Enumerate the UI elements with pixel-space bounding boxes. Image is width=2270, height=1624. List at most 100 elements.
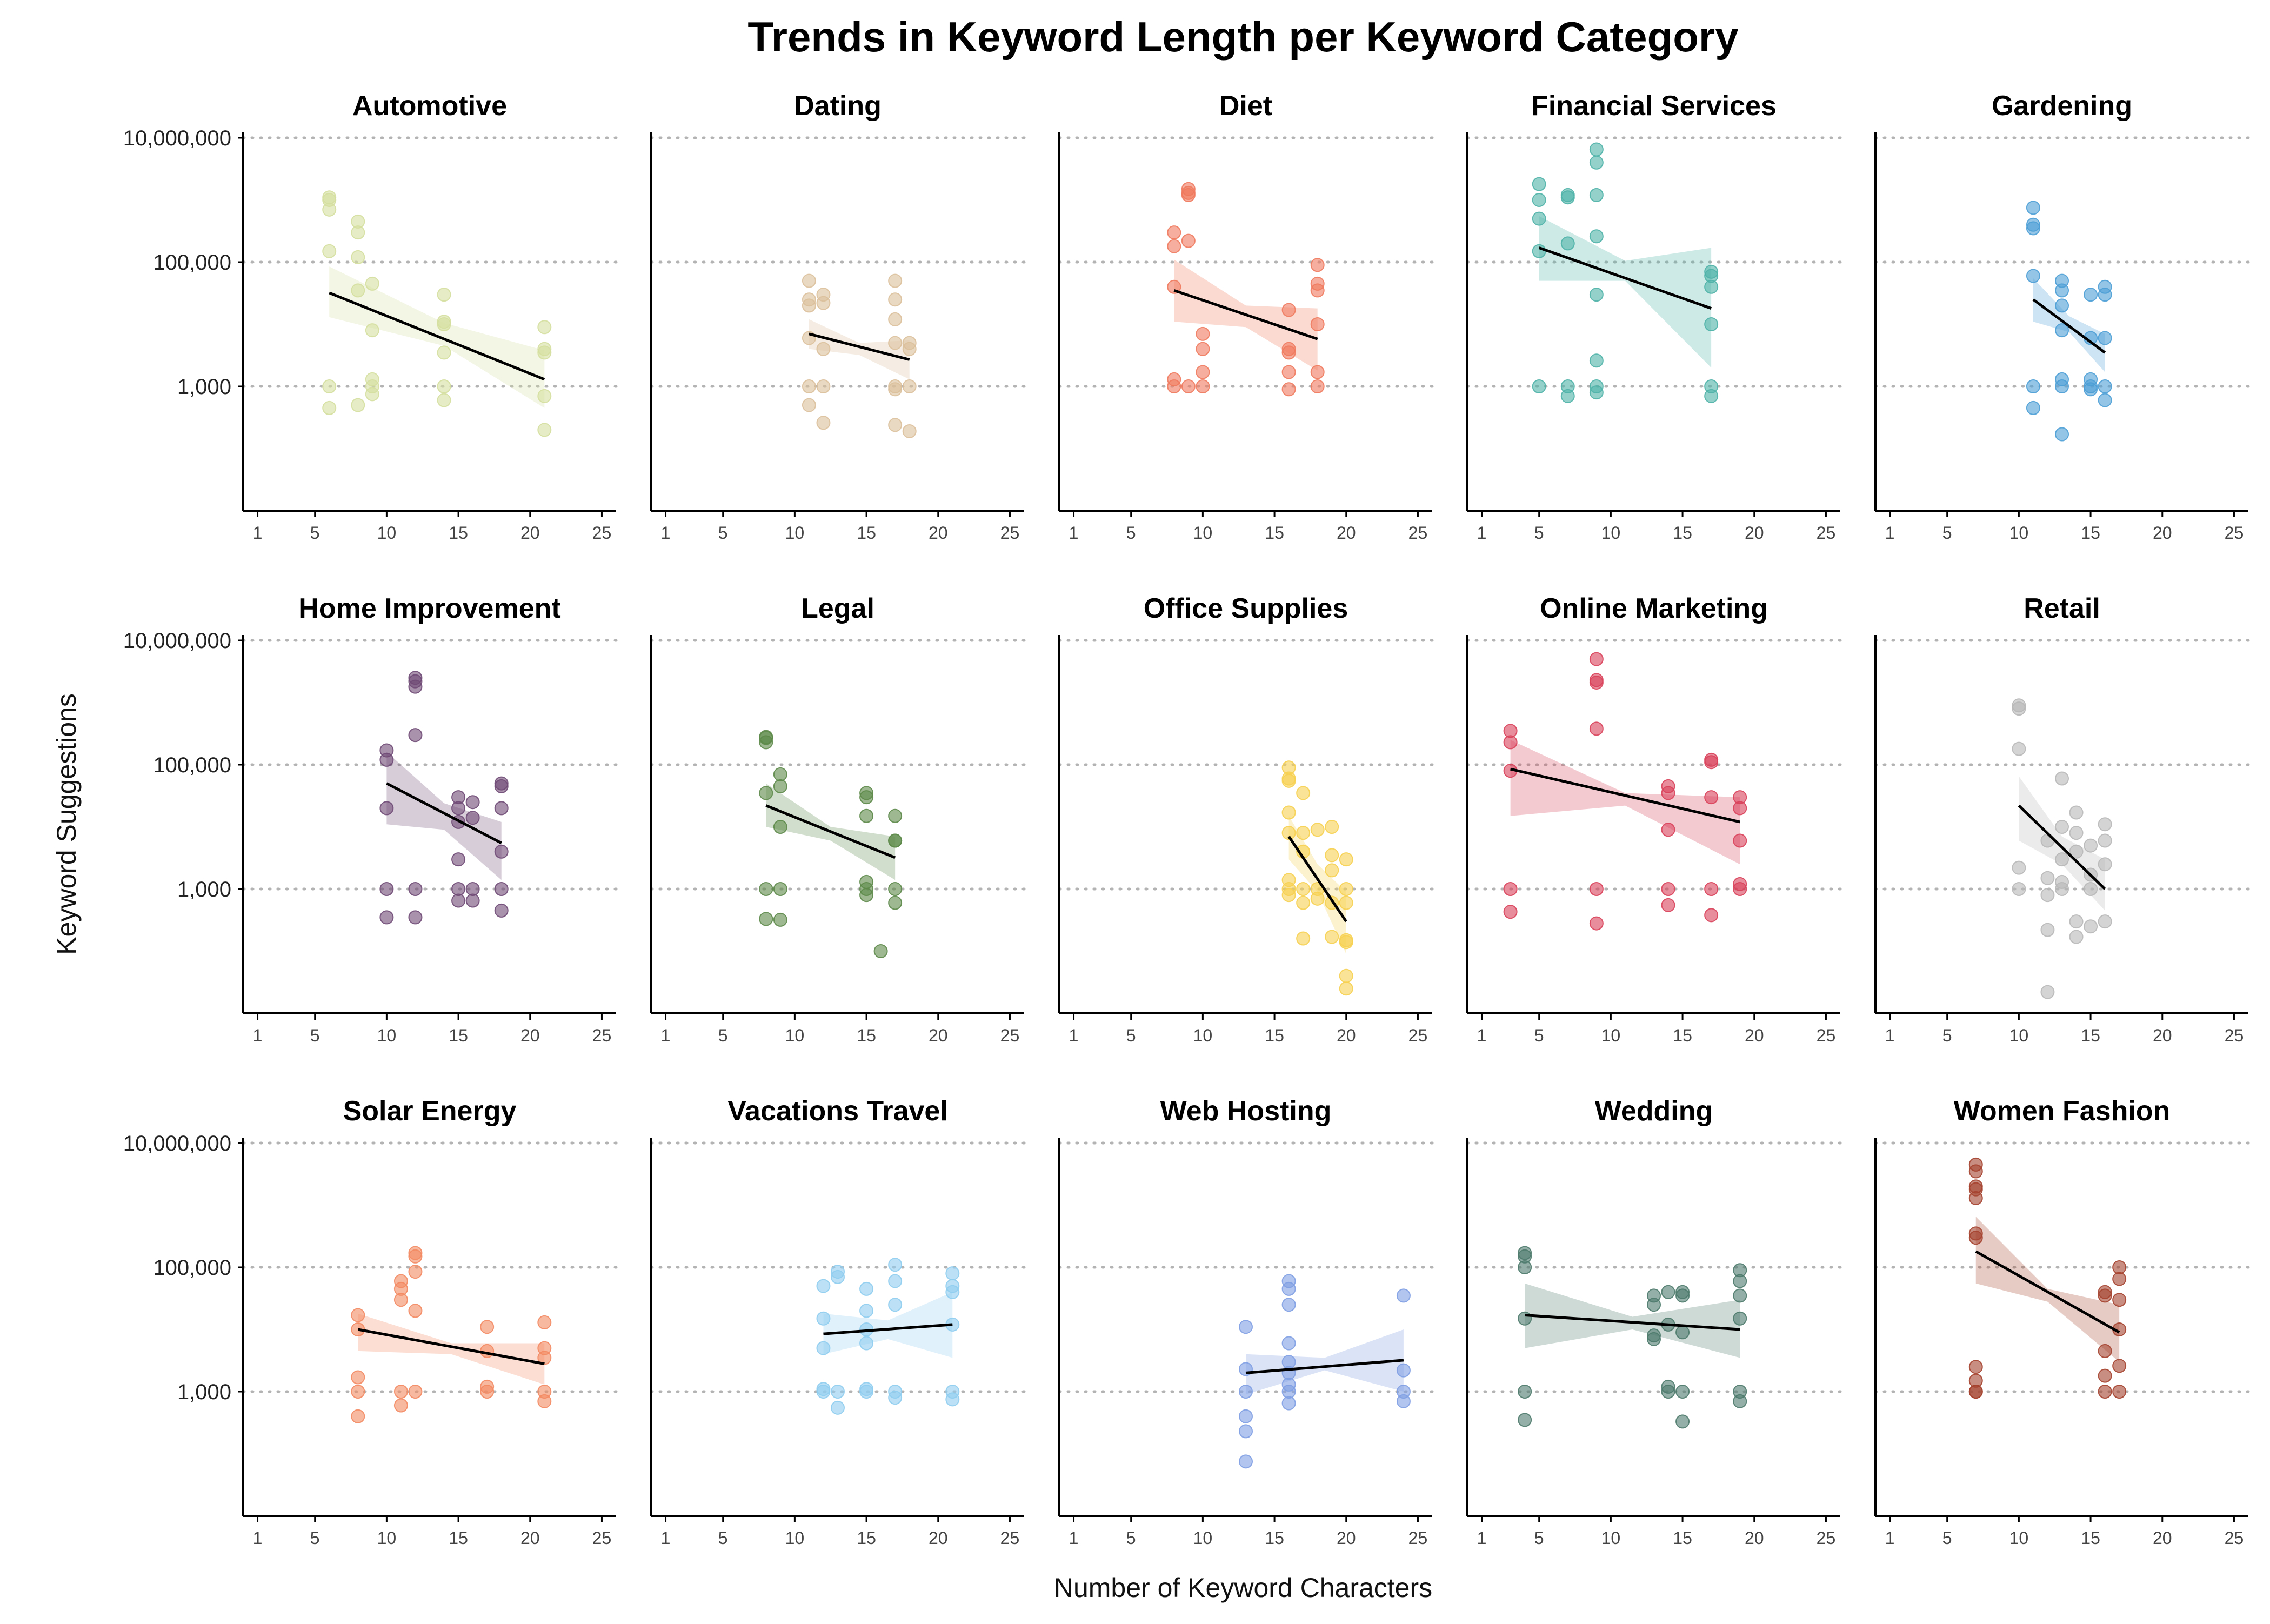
data-point: [408, 1265, 423, 1279]
data-point: [759, 882, 773, 896]
data-point: [537, 423, 552, 437]
data-point: [480, 1320, 495, 1334]
x-tick-label: 10: [2009, 1026, 2029, 1045]
data-point: [1661, 823, 1675, 837]
data-point: [1704, 755, 1719, 770]
x-tick-label: 25: [592, 1026, 612, 1045]
data-point: [2055, 427, 2069, 442]
data-point: [1532, 244, 1546, 258]
data-point: [494, 903, 509, 918]
y-tick-label: 10,000,000: [123, 1132, 231, 1155]
data-point: [859, 808, 874, 823]
data-point: [2012, 701, 2026, 716]
x-tick-label: 1: [661, 523, 671, 543]
data-point: [859, 790, 874, 805]
data-point: [1733, 1394, 1747, 1408]
confidence-band: [2019, 776, 2105, 911]
data-point: [888, 273, 903, 288]
panel-title: Retail: [2024, 593, 2100, 624]
x-tick-label: 1: [661, 1026, 671, 1045]
data-point: [773, 882, 787, 896]
x-tick-label: 5: [1942, 523, 1952, 543]
x-tick-label: 15: [449, 1026, 468, 1045]
data-point: [816, 416, 831, 430]
x-tick-label: 15: [2081, 1026, 2100, 1045]
data-point: [1968, 1360, 1983, 1374]
x-tick-label: 20: [929, 523, 948, 543]
data-point: [902, 342, 917, 356]
data-point: [1196, 379, 1210, 393]
data-point: [1310, 365, 1325, 379]
data-point: [379, 882, 394, 896]
data-point: [2098, 833, 2112, 848]
data-point: [1518, 1311, 1532, 1326]
data-point: [2069, 805, 2084, 820]
data-point: [888, 808, 903, 823]
data-point: [816, 1385, 831, 1399]
data-point: [1518, 1413, 1532, 1427]
data-point: [2055, 283, 2069, 298]
data-point: [759, 786, 773, 800]
x-tick-label: 1: [1477, 1528, 1487, 1548]
x-tick-label: 1: [661, 1528, 671, 1548]
data-point: [365, 323, 379, 338]
trend-line: [809, 332, 910, 361]
data-point: [451, 893, 466, 908]
data-point: [2055, 379, 2069, 393]
data-point: [451, 852, 466, 867]
data-point: [465, 795, 480, 810]
x-tick-label: 15: [449, 523, 468, 543]
chart-title: Trends in Keyword Length per Keyword Cat…: [747, 13, 1738, 61]
confidence-band: [809, 319, 910, 379]
data-point: [1281, 1396, 1296, 1411]
data-point: [2098, 817, 2112, 832]
panel-title: Diet: [1219, 90, 1272, 122]
data-point: [1310, 317, 1325, 331]
confidence-band: [1975, 1217, 2120, 1362]
x-tick-label: 5: [310, 1528, 320, 1548]
data-point: [1296, 931, 1311, 946]
x-tick-label: 25: [1000, 1528, 1020, 1548]
data-point: [1661, 786, 1675, 800]
data-point: [365, 276, 379, 291]
data-point: [1339, 882, 1353, 896]
trend-line: [1524, 1314, 1740, 1331]
x-tick-label: 15: [857, 1026, 876, 1045]
data-point: [1281, 365, 1296, 379]
data-point: [1325, 930, 1339, 944]
data-point: [393, 1398, 408, 1413]
data-point: [1733, 882, 1747, 896]
data-point: [1196, 342, 1210, 356]
x-tick-label: 15: [1673, 1528, 1692, 1548]
confidence-band: [1510, 740, 1740, 865]
data-point: [1296, 786, 1311, 800]
data-point: [1589, 229, 1604, 244]
trend-line: [765, 804, 896, 859]
data-point: [1281, 1298, 1296, 1312]
x-tick-label: 15: [2081, 523, 2100, 543]
trend-line: [1975, 1250, 2120, 1334]
data-point: [2098, 1344, 2112, 1358]
data-point: [2098, 857, 2112, 872]
data-point: [2098, 1368, 2112, 1383]
x-tick-label: 25: [1817, 1528, 1836, 1548]
data-point: [1589, 916, 1604, 931]
data-point: [2098, 288, 2112, 302]
x-tick-label: 10: [1601, 1528, 1621, 1548]
x-tick-label: 15: [2081, 1528, 2100, 1548]
data-point: [888, 1391, 903, 1405]
data-point: [408, 1304, 423, 1318]
x-tick-label: 10: [377, 1528, 397, 1548]
data-point: [888, 312, 903, 326]
data-point: [1325, 863, 1339, 878]
data-point: [1589, 155, 1604, 170]
data-point: [1733, 833, 1747, 848]
data-point: [1196, 326, 1210, 341]
data-point: [2069, 826, 2084, 840]
x-tick-label: 5: [1534, 1026, 1544, 1045]
data-point: [379, 752, 394, 767]
trend-line: [823, 1323, 953, 1335]
